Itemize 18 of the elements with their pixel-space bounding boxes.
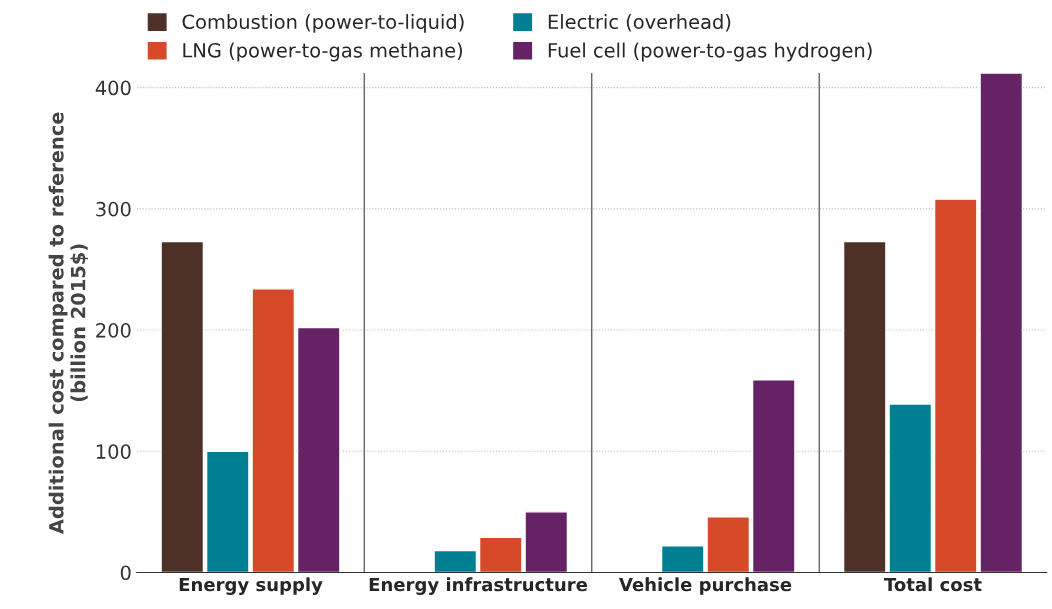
legend-label: Fuel cell (power-to-gas hydrogen) bbox=[548, 42, 872, 62]
y-tick-label: 300 bbox=[96, 201, 131, 217]
y-tick-label: 100 bbox=[96, 444, 131, 459]
bar bbox=[433, 549, 478, 573]
legend-label: Combustion (power-to-liquid) bbox=[182, 14, 464, 33]
x-tick-label: Total cost bbox=[884, 577, 982, 592]
y-tick-label: 400 bbox=[95, 80, 131, 96]
bar bbox=[160, 240, 205, 573]
bar bbox=[296, 326, 341, 573]
y-tick-label: 0 bbox=[120, 565, 131, 581]
y-tick-label: 200 bbox=[96, 323, 131, 338]
legend-label: Electric (overhead) bbox=[548, 14, 731, 32]
x-tick-label: Vehicle purchase bbox=[619, 577, 792, 595]
x-tick-label: Energy supply bbox=[179, 577, 323, 595]
x-tick-label: Energy infrastructure bbox=[369, 577, 588, 595]
y-axis-title: Additional cost compared to reference (billion 2015$) bbox=[48, 112, 89, 534]
legend-label: LNG (power-to-gas methane) bbox=[183, 42, 463, 62]
bar bbox=[751, 379, 796, 573]
